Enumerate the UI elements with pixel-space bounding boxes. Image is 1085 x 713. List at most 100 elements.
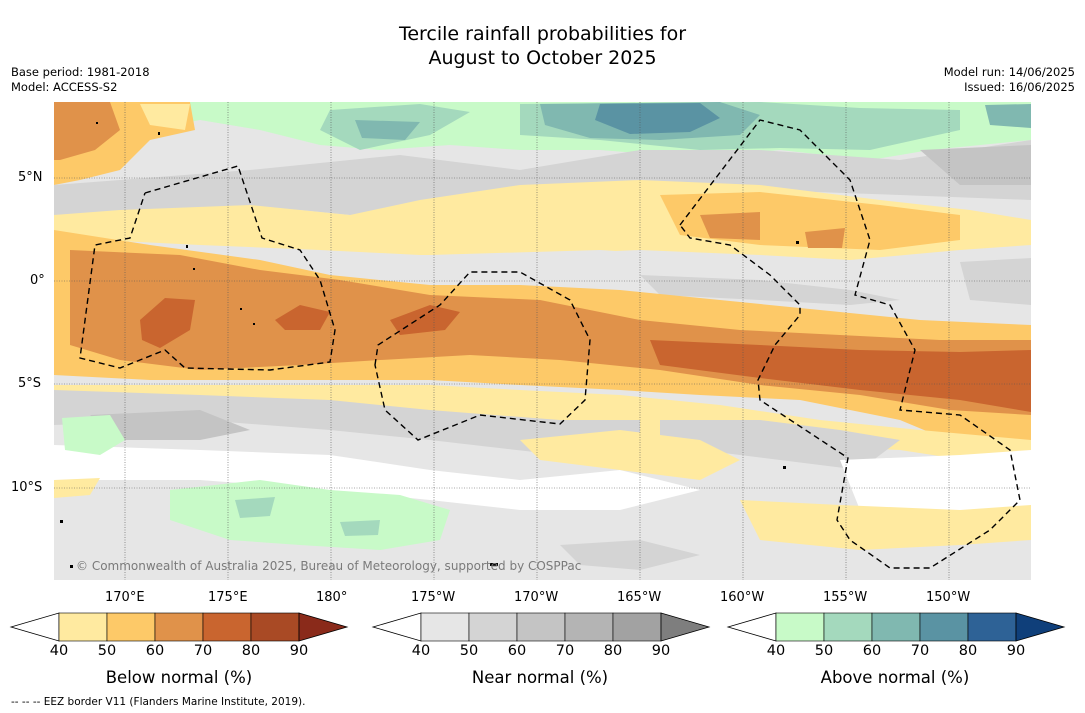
lon-label-175w: 175°W [411,590,456,605]
above-normal-60-north-east [985,104,1031,128]
map-title-line1: Tercile rainfall probabilities for [398,23,687,45]
colorbar-segment [420,612,470,642]
colorbar-tick-label: 50 [814,643,834,659]
eez-border-line-islands [679,119,1021,569]
colorbar-extend-high [660,612,711,642]
lon-label-155w: 155°W [823,590,868,605]
copyright-text: © Commonwealth of Australia 2025, Bureau… [76,559,582,573]
colorbar-extend-low [371,612,422,642]
above-normal-50-south-b [340,520,380,536]
colorbar-tick-label: 40 [411,643,431,659]
model-label: Model: ACCESS-S2 [11,80,118,94]
colorbar-tick-label: 60 [862,643,882,659]
colorbar-segment [106,612,156,642]
colorbar-segment [775,612,825,642]
eez-border-kiribati-gilbert [79,165,336,371]
lat-label-10s: 10°S [11,480,43,495]
above-normal-50-south-a [235,497,275,518]
near-normal-50-north [54,140,1031,220]
near-normal-bottom [54,540,1031,580]
colorbar-extend-high [1015,612,1066,642]
issued-label: Issued: 16/06/2025 [964,80,1075,94]
map-title-line2: August to October 2025 [428,47,657,69]
near-normal-50-south-east [660,420,900,470]
above-normal-40-southwest [62,415,125,455]
lat-label-0: 0° [30,273,45,288]
colorbar-above-normal [726,612,1066,642]
colorbar-tick-label: 60 [507,643,527,659]
lat-label-5s: 5°S [18,376,42,391]
colorbar-segment [871,612,921,642]
colorbar-segment [468,612,518,642]
colorbar-tick-label: 70 [910,643,930,659]
colorbar-segment [154,612,204,642]
colorbar-extend-low [726,612,777,642]
colorbar-tick-label: 60 [145,643,165,659]
lon-label-170w: 170°W [514,590,559,605]
colorbar-tick-label: 40 [766,643,786,659]
colorbar-extend-high [298,612,349,642]
below-normal-70-west [140,298,195,348]
lon-label-150w: 150°W [926,590,971,605]
colorbar-tick-label: 50 [97,643,117,659]
near-normal-50-south [54,390,640,455]
eez-borders [79,119,1021,569]
colorbar-tick-label: 80 [241,643,261,659]
below-normal-70-mid [275,305,330,330]
colorbar-segment [250,612,300,642]
below-normal-40-top-left [140,104,190,130]
below-normal-60-north-east-a [700,212,760,240]
eez-border-phoenix [374,271,591,441]
lon-label-165w: 165°W [617,590,662,605]
colorbar-tick-label: 90 [651,643,671,659]
below-normal-40-south-patch [520,430,740,480]
base-period-label: Base period: 1981-2018 [11,65,150,79]
colorbar-segment [564,612,614,642]
lon-label-160w: 160°W [720,590,765,605]
above-normal-60-north-west [355,120,420,140]
above-normal-70-north [595,103,720,134]
colorbar-tick-label: 80 [958,643,978,659]
no-dominant-category-south [54,445,700,510]
near-normal-50-bottom [560,540,700,570]
eez-footnote: -- -- -- EEZ border V11 (Flanders Marine… [11,696,306,708]
colorbar-segment [516,612,566,642]
no-dominant-category-east [840,450,1031,520]
lon-label-180: 180° [316,590,348,605]
colorbar-segment [919,612,969,642]
below-normal-40-southeast [740,500,1031,550]
map-gridlines [54,102,1031,580]
colorbar-title-near: Near normal (%) [471,668,609,687]
colorbar-tick-label: 50 [459,643,479,659]
colorbar-tick-label: 90 [1006,643,1026,659]
lat-label-5n: 5°N [18,170,43,185]
colorbar-tick-label: 40 [49,643,69,659]
below-normal-60-north-east-b [805,228,845,248]
lon-label-175e: 175°E [208,590,248,605]
meta-left: Base period: 1981-2018 Model: ACCESS-S2 [11,65,150,95]
near-normal-60-south [90,410,250,440]
near-normal-60-northeast [920,145,1031,185]
below-normal-60-top-left [54,102,120,160]
meta-right: Model run: 14/06/2025 Issued: 16/06/2025 [944,65,1075,95]
near-normal-50-equator [640,275,900,305]
near-normal-50-east [960,258,1031,305]
below-normal-70-east [650,340,1031,412]
island-marks [60,122,799,568]
model-run-label: Model run: 14/06/2025 [943,65,1075,79]
colorbar-segment [202,612,252,642]
colorbar-segment [967,612,1017,642]
below-normal-70-center [390,305,460,335]
colorbar-extend-low [9,612,60,642]
colorbar-tick-label: 70 [193,643,213,659]
above-normal-40-south [170,480,450,550]
colorbar-below-normal [9,612,349,642]
colorbar-near-normal [371,612,711,642]
lon-label-170e: 170°E [105,590,145,605]
colorbar-title-below: Below normal (%) [105,668,253,687]
colorbar-tick-label: 70 [555,643,575,659]
colorbar-tick-label: 90 [289,643,309,659]
colorbar-tick-label: 80 [603,643,623,659]
colorbar-segment [612,612,662,642]
